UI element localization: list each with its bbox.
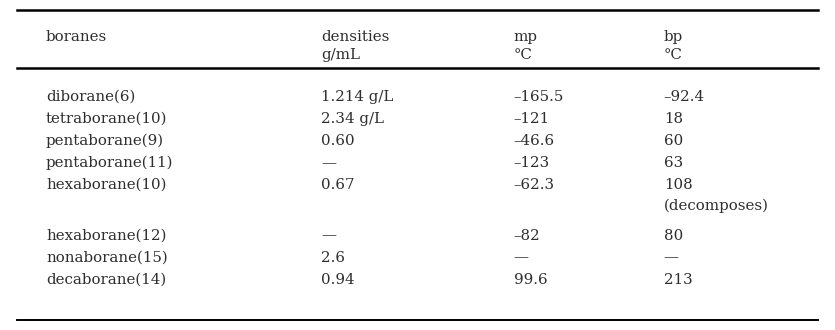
Text: tetraborane(10): tetraborane(10) bbox=[46, 112, 167, 126]
Text: densities: densities bbox=[321, 30, 390, 44]
Text: 99.6: 99.6 bbox=[514, 273, 547, 286]
Text: (decomposes): (decomposes) bbox=[664, 199, 769, 213]
Text: decaborane(14): decaborane(14) bbox=[46, 273, 166, 286]
Text: 0.67: 0.67 bbox=[321, 178, 355, 192]
Text: 80: 80 bbox=[664, 228, 683, 243]
Text: 0.94: 0.94 bbox=[321, 273, 355, 286]
Text: —: — bbox=[664, 250, 679, 265]
Text: 0.60: 0.60 bbox=[321, 134, 355, 148]
Text: –82: –82 bbox=[514, 228, 540, 243]
Text: 2.6: 2.6 bbox=[321, 250, 346, 265]
Text: °C: °C bbox=[514, 48, 533, 62]
Text: pentaborane(9): pentaborane(9) bbox=[46, 134, 164, 148]
Text: hexaborane(12): hexaborane(12) bbox=[46, 228, 166, 243]
Text: —: — bbox=[321, 228, 337, 243]
Text: –165.5: –165.5 bbox=[514, 90, 564, 104]
Text: —: — bbox=[514, 250, 529, 265]
Text: bp: bp bbox=[664, 30, 683, 44]
Text: –123: –123 bbox=[514, 156, 549, 170]
Text: –121: –121 bbox=[514, 112, 549, 126]
Text: 213: 213 bbox=[664, 273, 692, 286]
Text: g/mL: g/mL bbox=[321, 48, 361, 62]
Text: —: — bbox=[321, 156, 337, 170]
Text: –92.4: –92.4 bbox=[664, 90, 705, 104]
Text: 63: 63 bbox=[664, 156, 683, 170]
Text: –46.6: –46.6 bbox=[514, 134, 554, 148]
Text: nonaborane(15): nonaborane(15) bbox=[46, 250, 168, 265]
Text: –62.3: –62.3 bbox=[514, 178, 554, 192]
Text: 108: 108 bbox=[664, 178, 692, 192]
Text: 1.214 g/L: 1.214 g/L bbox=[321, 90, 394, 104]
Text: 18: 18 bbox=[664, 112, 683, 126]
Text: 2.34 g/L: 2.34 g/L bbox=[321, 112, 384, 126]
Text: mp: mp bbox=[514, 30, 538, 44]
Text: hexaborane(10): hexaborane(10) bbox=[46, 178, 166, 192]
Text: boranes: boranes bbox=[46, 30, 107, 44]
Text: pentaborane(11): pentaborane(11) bbox=[46, 156, 174, 170]
Text: 60: 60 bbox=[664, 134, 683, 148]
Text: °C: °C bbox=[664, 48, 683, 62]
Text: diborane(6): diborane(6) bbox=[46, 90, 135, 104]
